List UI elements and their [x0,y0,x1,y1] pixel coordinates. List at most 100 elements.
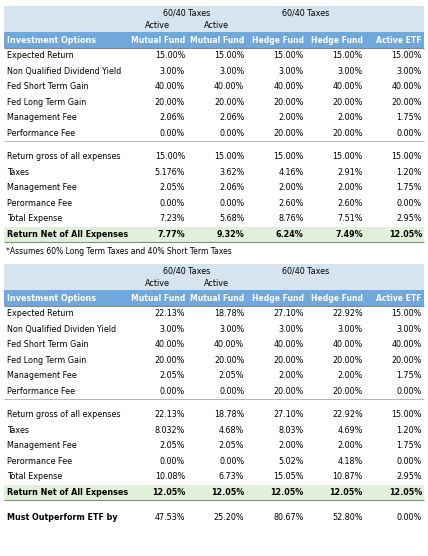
Text: 2.00%: 2.00% [278,113,303,122]
Bar [4,63,424,79]
Text: Mutual Fund: Mutual Fund [131,294,185,302]
Bar [4,321,424,337]
Text: 2.05%: 2.05% [160,441,185,450]
Text: 80.67%: 80.67% [273,513,303,522]
Text: 15.00%: 15.00% [392,410,422,419]
Text: 0.00%: 0.00% [219,387,244,396]
Text: 2.06%: 2.06% [160,113,185,122]
Text: Fed Long Term Gain: Fed Long Term Gain [7,356,86,365]
Text: 18.78%: 18.78% [214,410,244,419]
Text: Active ETF: Active ETF [377,36,422,44]
Text: 20.00%: 20.00% [333,356,363,365]
Bar [4,469,424,484]
Text: 15.00%: 15.00% [333,51,363,60]
Text: Non Qualified Dividen Yield: Non Qualified Dividen Yield [7,325,116,334]
Bar [4,196,424,211]
Bar [4,95,424,110]
Text: 0.00%: 0.00% [219,198,244,208]
Text: Expected Return: Expected Return [7,309,74,318]
Text: 0.00%: 0.00% [219,456,244,466]
Bar [4,290,424,306]
Text: 60/40 Taxes: 60/40 Taxes [282,8,329,17]
Text: 60/40 Taxes: 60/40 Taxes [163,8,211,17]
Bar [4,337,424,353]
Text: 2.00%: 2.00% [337,441,363,450]
Text: 3.00%: 3.00% [219,325,244,334]
Text: Performance Fee: Performance Fee [7,387,75,396]
Text: Total Expense: Total Expense [7,214,62,224]
Text: 15.00%: 15.00% [273,152,303,161]
Text: 1.75%: 1.75% [396,183,422,192]
Text: Hedge Fund: Hedge Fund [311,36,363,44]
Bar [4,484,424,500]
Text: 40.00%: 40.00% [155,82,185,91]
Text: Taxes: Taxes [7,426,29,435]
Bar [4,180,424,196]
Text: Perormance Fee: Perormance Fee [7,456,72,466]
Text: Management Fee: Management Fee [7,441,77,450]
Text: 15.00%: 15.00% [333,152,363,161]
Text: 20.00%: 20.00% [333,129,363,138]
Bar [4,79,424,95]
Text: Fed Short Term Gain: Fed Short Term Gain [7,82,89,91]
Text: 40.00%: 40.00% [392,340,422,349]
Text: 40.00%: 40.00% [273,340,303,349]
Text: 20.00%: 20.00% [214,356,244,365]
Text: 20.00%: 20.00% [155,98,185,107]
Text: 4.16%: 4.16% [278,168,303,177]
Bar [4,19,424,32]
Text: 5.02%: 5.02% [278,456,303,466]
Text: 1.75%: 1.75% [396,441,422,450]
Text: 7.51%: 7.51% [337,214,363,224]
Text: 40.00%: 40.00% [392,82,422,91]
Bar [4,141,424,149]
Text: 52.80%: 52.80% [332,513,363,522]
Bar [4,384,424,399]
Text: 7.23%: 7.23% [160,214,185,224]
Text: Investment Options: Investment Options [7,36,96,44]
Text: 2.05%: 2.05% [160,371,185,380]
Text: Total Expense: Total Expense [7,472,62,481]
Text: 15.00%: 15.00% [273,51,303,60]
Text: 20.00%: 20.00% [273,98,303,107]
Text: 0.00%: 0.00% [397,513,422,522]
Text: 3.00%: 3.00% [219,67,244,76]
Text: 15.00%: 15.00% [214,152,244,161]
Text: 6.73%: 6.73% [219,472,244,481]
Text: 2.05%: 2.05% [219,441,244,450]
Bar [4,211,424,226]
Bar [4,368,424,384]
Text: 4.18%: 4.18% [338,456,363,466]
Text: Fed Short Term Gain: Fed Short Term Gain [7,340,89,349]
Text: *Assumes 60% Long Term Taxes and 40% Short Term Taxes: *Assumes 60% Long Term Taxes and 40% Sho… [6,246,232,256]
Text: 3.62%: 3.62% [219,168,244,177]
Text: 12.05%: 12.05% [270,488,303,497]
Text: 12.05%: 12.05% [389,488,422,497]
Text: Mutual Fund: Mutual Fund [190,36,244,44]
Text: Performance Fee: Performance Fee [7,129,75,138]
Text: 3.00%: 3.00% [397,325,422,334]
Text: 6.24%: 6.24% [276,230,303,239]
Text: Hedge Fund: Hedge Fund [252,36,303,44]
Text: Must Outperform ETF by: Must Outperform ETF by [7,513,118,522]
Text: Management Fee: Management Fee [7,113,77,122]
Text: 15.00%: 15.00% [214,51,244,60]
Text: 0.00%: 0.00% [397,456,422,466]
Text: 1.20%: 1.20% [397,168,422,177]
Text: Active ETF: Active ETF [377,294,422,302]
Text: 20.00%: 20.00% [333,387,363,396]
Text: Perormance Fee: Perormance Fee [7,198,72,208]
Text: 15.00%: 15.00% [155,51,185,60]
Text: Return Net of All Expenses: Return Net of All Expenses [7,488,128,497]
Text: 9.32%: 9.32% [217,230,244,239]
Text: 0.00%: 0.00% [160,456,185,466]
Text: 3.00%: 3.00% [338,325,363,334]
Text: 2.00%: 2.00% [278,371,303,380]
Text: 5.176%: 5.176% [155,168,185,177]
Text: 15.00%: 15.00% [392,51,422,60]
Bar [4,407,424,423]
Bar [4,110,424,126]
Text: 22.92%: 22.92% [332,309,363,318]
Text: 0.00%: 0.00% [397,387,422,396]
Bar [4,32,424,48]
